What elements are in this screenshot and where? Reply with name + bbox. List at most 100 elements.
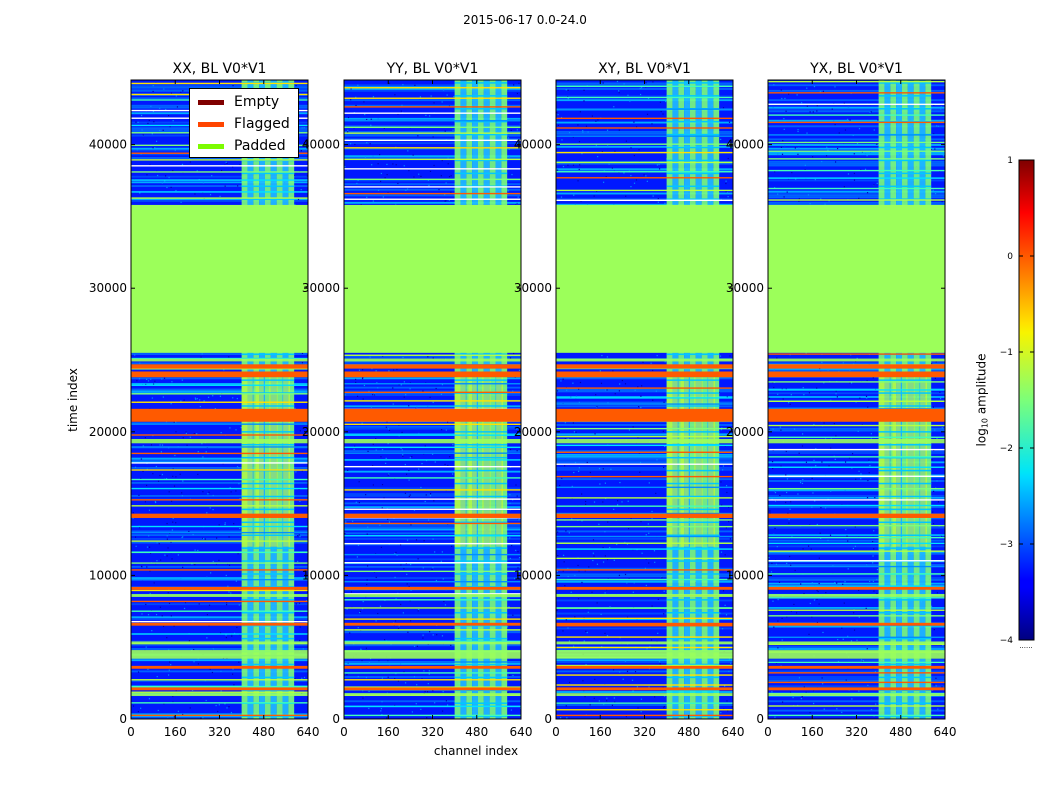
padded-band <box>768 594 945 597</box>
colorbar-tick-label: −4 <box>1000 636 1014 646</box>
flagged-band <box>344 371 521 378</box>
padded-region <box>768 204 945 353</box>
panel-title: YY, BL V0*V1 <box>386 61 479 77</box>
colorbar-label: log10 amplitude <box>974 353 990 447</box>
y-tick-label: 20000 <box>302 425 340 439</box>
padded-band <box>556 594 733 597</box>
y-tick-label: 10000 <box>726 568 764 582</box>
y-tick-label: 10000 <box>302 568 340 582</box>
figure-suptitle: 2015-06-17 0.0-24.0 <box>463 13 587 27</box>
x-tick-label: 640 <box>722 725 745 739</box>
colorbar-tick-label: −1 <box>1000 348 1013 358</box>
flagged-band <box>556 513 733 518</box>
x-tick-label: 0 <box>340 725 348 739</box>
y-tick-label: 40000 <box>514 138 552 152</box>
colorbar-tick-label: 1 <box>1007 156 1013 166</box>
flagged-band <box>768 665 945 669</box>
flagged-band <box>344 364 521 369</box>
legend-label-empty: Empty <box>234 94 280 110</box>
y-axis-label: time index <box>66 368 80 432</box>
flagged-band <box>768 364 945 369</box>
padded-band <box>131 693 308 697</box>
padded-band <box>131 641 308 645</box>
panel-xx: XX, BL V0*V1 0 160 320 480 640 0 10000 20000 3000… <box>89 61 320 739</box>
x-tick-label: 480 <box>252 725 275 739</box>
y-tick-label: 30000 <box>726 281 764 295</box>
x-tick-label: 160 <box>377 725 400 739</box>
flagged-band <box>131 586 308 590</box>
y-tick-label: 20000 <box>89 425 127 439</box>
flagged-band <box>131 622 308 626</box>
x-tick-label: 480 <box>889 725 912 739</box>
flagged-band <box>344 586 521 590</box>
padded-band <box>131 358 308 362</box>
y-tick-label: 0 <box>119 712 127 726</box>
y-tick-label: 0 <box>756 712 764 726</box>
y-tick-label: 20000 <box>726 425 764 439</box>
flagged-band <box>131 364 308 369</box>
heatmap-xx <box>131 80 308 719</box>
legend-item-padded: Padded <box>190 135 298 157</box>
legend-item-empty: Empty <box>190 91 298 113</box>
padded-band <box>768 358 945 362</box>
flagged-band <box>556 665 733 669</box>
x-tick-label: 0 <box>127 725 135 739</box>
flagged-band <box>556 408 733 422</box>
x-tick-label: 0 <box>764 725 772 739</box>
padded-band <box>344 438 521 444</box>
padded-band <box>768 641 945 645</box>
colorbar-tick-label: −3 <box>1000 540 1013 550</box>
y-tick-label: 30000 <box>514 281 552 295</box>
flagged-band <box>556 687 733 691</box>
flagged-band <box>556 371 733 378</box>
flagged-band <box>344 665 521 669</box>
padded-band <box>556 438 733 444</box>
padded-band <box>768 650 945 659</box>
flagged-band <box>131 371 308 378</box>
flagged-band <box>768 622 945 626</box>
flagged-band <box>768 371 945 378</box>
x-tick-label: 480 <box>677 725 700 739</box>
x-tick-label: 320 <box>421 725 444 739</box>
flagged-band <box>344 687 521 691</box>
flagged-band <box>131 513 308 518</box>
padded-band <box>131 594 308 597</box>
flagged-band <box>344 622 521 626</box>
y-tick-label: 0 <box>544 712 552 726</box>
padded-band <box>556 693 733 697</box>
panel-title: XX, BL V0*V1 <box>173 61 267 77</box>
flagged-band <box>556 586 733 590</box>
flagged-band <box>768 586 945 590</box>
flagged-band <box>768 513 945 518</box>
x-tick-label: 160 <box>164 725 187 739</box>
padded-band <box>344 594 521 597</box>
y-tick-label: 0 <box>332 712 340 726</box>
heatmap-panels: XX, BL V0*V1 0 160 320 480 640 0 10000 20000 3000… <box>89 61 957 739</box>
flagged-band <box>768 408 945 422</box>
flagged-band <box>556 622 733 626</box>
colorbar-minor-ticks: ...... <box>1019 642 1032 650</box>
padded-band <box>344 650 521 659</box>
legend-swatch-flagged <box>198 121 224 127</box>
legend: Empty Flagged Padded <box>189 88 299 158</box>
flagged-band <box>131 408 308 422</box>
y-tick-label: 20000 <box>514 425 552 439</box>
x-tick-label: 160 <box>801 725 824 739</box>
legend-swatch-empty <box>198 99 224 105</box>
x-tick-label: 320 <box>633 725 656 739</box>
panel-xy: XY, BL V0*V1 0 160 320 480 640 0 10000 20000 3000… <box>514 61 745 739</box>
panel-yy: YY, BL V0*V1 0 160 320 480 640 0 10000 20000 3000… <box>302 61 533 739</box>
padded-region <box>131 204 308 353</box>
x-axis-label: channel index <box>433 744 519 758</box>
x-tick-label: 0 <box>552 725 560 739</box>
colorbar-tick-label: 0 <box>1007 252 1013 262</box>
padded-band <box>556 358 733 362</box>
padded-band <box>556 650 733 659</box>
colorbar-tick-label: −2 <box>1000 444 1013 454</box>
flagged-band <box>344 408 521 422</box>
flagged-band <box>131 687 308 691</box>
heatmap-yx <box>768 80 945 719</box>
colorbar: 1 0 −1 −2 −3 −4...... <box>1000 156 1035 650</box>
x-tick-label: 320 <box>208 725 231 739</box>
y-tick-label: 30000 <box>302 281 340 295</box>
